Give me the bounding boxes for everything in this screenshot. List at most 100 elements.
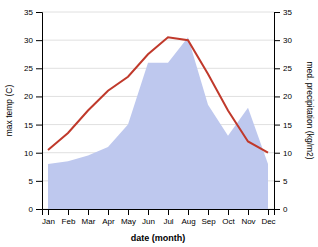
tick: Nov [241, 209, 255, 226]
tick: Jun [142, 209, 155, 226]
tick-label: 15 [283, 121, 292, 130]
area [48, 37, 268, 209]
tick: Jul [163, 209, 173, 226]
tick: May [121, 209, 136, 226]
tick-label: 10 [283, 149, 292, 158]
tick: 25 [24, 64, 42, 73]
tick-label: Feb [62, 217, 76, 226]
tick-label: 5 [283, 177, 288, 186]
tick-label: Apr [102, 217, 115, 226]
y-axis-title: max temp (C) [4, 85, 14, 137]
tick-mark [36, 96, 42, 97]
tick-mark [128, 209, 129, 215]
tick: 0 [29, 205, 42, 214]
axis-line [36, 13, 43, 210]
tick-label: 0 [29, 205, 34, 214]
tick-label: Jan [42, 217, 55, 226]
tick-label: Oct [222, 217, 235, 226]
tick: 0 [274, 205, 288, 214]
tick-label: Jul [163, 217, 173, 226]
tick-mark [274, 40, 280, 41]
tick-label: 35 [283, 8, 292, 17]
tick: Mar [82, 209, 96, 226]
tick-label: Sep [201, 217, 216, 226]
tick-mark [228, 209, 229, 215]
tick-label: 30 [283, 36, 292, 45]
grid-line [42, 12, 274, 13]
tick: 30 [24, 36, 42, 45]
tick: 25 [274, 64, 292, 73]
tick-label: 25 [283, 64, 292, 73]
line [48, 37, 268, 152]
tick: 15 [24, 121, 42, 130]
tick-mark [88, 209, 89, 215]
tick-label: Dec [261, 217, 275, 226]
y-axis: 0 5 10 15 20 25 30 35 [24, 8, 42, 214]
tick-mark [274, 68, 280, 69]
tick-mark [36, 40, 42, 41]
x-axis: Jan Feb Mar Apr May Jun Jul Aug Sep Oct Nov Dec [42, 209, 276, 226]
tick: Apr [102, 209, 115, 226]
tick-mark [188, 209, 189, 215]
tick-mark [36, 125, 42, 126]
tick: Feb [62, 209, 76, 226]
tick: 5 [274, 177, 288, 186]
tick-mark [274, 209, 280, 210]
tick: Jan [42, 209, 55, 226]
tick: Oct [222, 209, 235, 226]
tick-label: 35 [24, 8, 33, 17]
tick: 35 [274, 8, 292, 17]
tick-label: Mar [82, 217, 96, 226]
tick-label: Aug [181, 217, 195, 226]
x-axis-title: date (month) [131, 233, 186, 243]
tick-mark [36, 209, 42, 210]
tick-mark [48, 209, 49, 215]
grid [42, 12, 274, 209]
tick: 20 [24, 92, 42, 101]
grid-line [42, 40, 274, 41]
tick: 15 [274, 121, 292, 130]
tick: 10 [24, 149, 42, 158]
tick-label: Jun [142, 217, 155, 226]
tick: Aug [181, 209, 195, 226]
tick-mark [36, 153, 42, 154]
tick-mark [36, 12, 42, 13]
tick: Dec [261, 209, 275, 226]
axis-line [275, 13, 281, 210]
tick-mark [274, 12, 280, 13]
tick-mark [248, 209, 249, 215]
marks [48, 37, 268, 209]
tick-label: 5 [29, 177, 34, 186]
tick-label: 20 [283, 92, 292, 101]
chart: Jan Feb Mar Apr May Jun Jul Aug Sep Oct Nov Dec 0 5 10… [0, 0, 318, 247]
tick-label: 15 [24, 121, 33, 130]
tick-mark [274, 96, 280, 97]
tick-mark [68, 209, 69, 215]
tick-label: 10 [24, 149, 33, 158]
tick: Sep [201, 209, 216, 226]
tick-mark [208, 209, 209, 215]
tick: 5 [29, 177, 42, 186]
tick-mark [274, 125, 280, 126]
tick: 35 [24, 8, 42, 17]
tick-mark [168, 209, 169, 215]
tick: 30 [274, 36, 292, 45]
y2-axis-title: med. precipitation (kg/m2) [305, 61, 315, 159]
tick-mark [268, 209, 269, 215]
tick-label: Nov [241, 217, 255, 226]
y2-axis: 0 5 10 15 20 25 30 35 [274, 8, 292, 214]
plot: Jan Feb Mar Apr May Jun Jul Aug Sep Oct Nov Dec 0 5 10… [24, 8, 292, 226]
tick-label: May [121, 217, 136, 226]
tick: 10 [274, 149, 292, 158]
axis-line [43, 210, 275, 216]
tick-mark [274, 153, 280, 154]
tick-label: 0 [283, 205, 288, 214]
tick: 20 [274, 92, 292, 101]
tick-label: 20 [24, 92, 33, 101]
tick-mark [36, 68, 42, 69]
tick-mark [148, 209, 149, 215]
tick-label: 25 [24, 64, 33, 73]
tick-label: 30 [24, 36, 33, 45]
tick-mark [274, 181, 280, 182]
tick-mark [36, 181, 42, 182]
